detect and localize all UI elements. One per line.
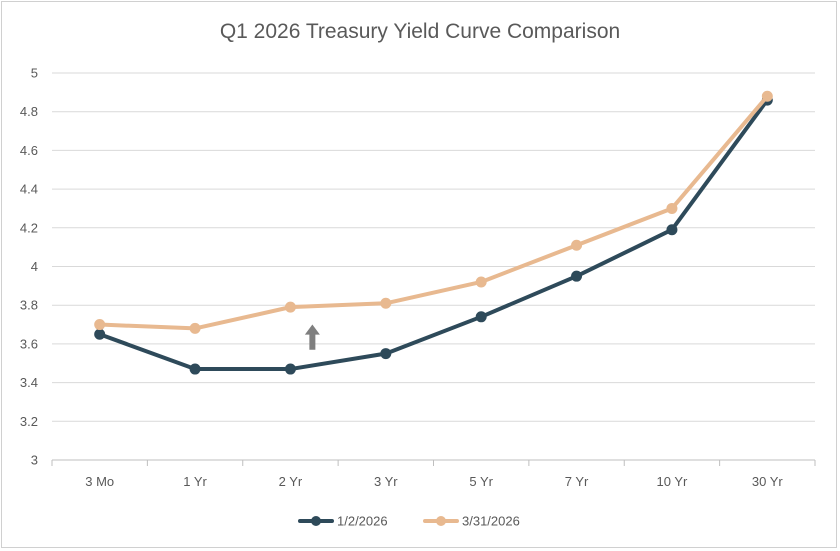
chart-title: Q1 2026 Treasury Yield Curve Comparison (220, 20, 620, 43)
data-point (761, 90, 773, 102)
y-tick-label: 4.2 (20, 220, 38, 235)
x-tick-label: 30 Yr (752, 474, 784, 489)
data-point (189, 363, 201, 375)
up-arrow-icon (304, 324, 320, 350)
data-point (94, 319, 106, 331)
gridlines (52, 72, 815, 422)
data-point (571, 270, 583, 282)
data-point (284, 363, 296, 375)
data-point (380, 348, 392, 360)
y-tick-label: 4.6 (20, 143, 38, 158)
y-tick-label: 3.2 (20, 414, 38, 429)
y-axis: 3 3.2 3.4 3.6 3.8 4 4.2 4.4 4.6 4.8 5 (20, 66, 38, 468)
data-point (284, 301, 296, 313)
y-tick-label: 4.4 (20, 182, 38, 197)
data-point (189, 322, 201, 334)
y-tick-label: 3.6 (20, 336, 38, 351)
data-point (475, 311, 487, 323)
x-tick-label: 2 Yr (279, 474, 303, 489)
y-tick-label: 3.4 (20, 375, 38, 390)
x-tick-label: 3 Yr (374, 474, 398, 489)
x-tick-label: 3 Mo (85, 474, 114, 489)
y-tick-label: 4.8 (20, 104, 38, 119)
y-tick-label: 3 (31, 453, 38, 468)
y-tick-label: 3.8 (20, 298, 38, 313)
data-point (666, 224, 678, 236)
legend-label: 3/31/2026 (462, 514, 520, 529)
legend-item-1: 3/31/2026 (423, 514, 520, 529)
legend-label: 1/2/2026 (337, 514, 388, 529)
x-tick-label: 10 Yr (657, 474, 689, 489)
series (94, 90, 773, 375)
data-point (380, 297, 392, 309)
y-tick-label: 5 (31, 66, 38, 81)
legend-item-0: 1/2/2026 (298, 514, 388, 529)
data-point (94, 328, 106, 340)
data-point (571, 239, 583, 251)
x-tick-label: 1 Yr (183, 474, 207, 489)
data-point (666, 202, 678, 214)
series-1 (94, 90, 773, 334)
annotations (304, 324, 320, 350)
x-tick-label: 5 Yr (469, 474, 493, 489)
x-axis: 3 Mo 1 Yr 2 Yr 3 Yr 5 Yr 7 Yr 10 Yr 30 Yr (51, 459, 816, 489)
y-tick-label: 4 (31, 259, 38, 274)
series-line (97, 94, 770, 331)
legend-swatch-marker (436, 516, 446, 526)
series-line (97, 98, 770, 372)
x-tick-label: 7 Yr (565, 474, 589, 489)
legend-swatch-marker (311, 516, 321, 526)
legend: 1/2/2026 3/31/2026 (298, 514, 520, 529)
data-point (475, 276, 487, 288)
